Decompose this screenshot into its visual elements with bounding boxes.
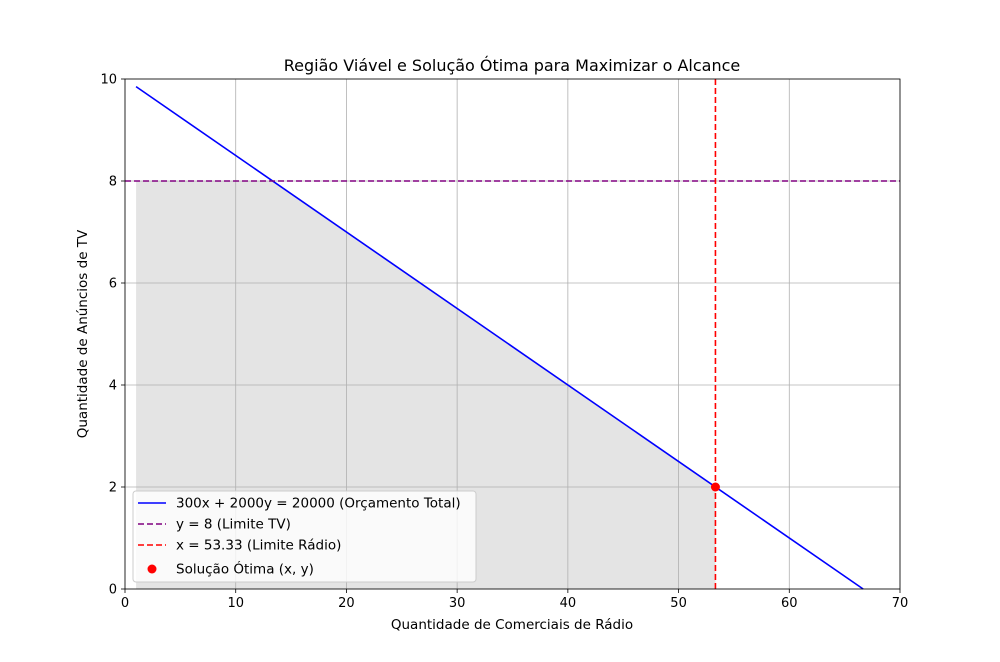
ticks-layer: 0 10 20 30 40 50 60 70 0 2 4 6 8 10 (100, 73, 908, 612)
legend-label: Solução Ótima (x, y) (176, 560, 314, 578)
x-tick-label: 60 (781, 596, 798, 611)
y-tick-label: 8 (109, 175, 117, 190)
legend-label: x = 53.33 (Limite Rádio) (176, 538, 341, 554)
y-tick-label: 10 (100, 73, 117, 88)
y-tick-label: 6 (109, 277, 117, 292)
legend-label: y = 8 (Limite TV) (176, 517, 291, 533)
x-tick-label: 10 (227, 596, 244, 611)
y-tick-label: 2 (109, 481, 117, 496)
legend-box (132, 490, 477, 583)
y-tick-label: 4 (109, 379, 117, 394)
x-tick-label: 30 (449, 596, 466, 611)
axes-frame (124, 78, 901, 590)
x-tick-label: 70 (892, 596, 909, 611)
legend-marker (147, 564, 157, 574)
y-axis-label: Quantidade de Anúncios de TV (75, 229, 91, 438)
budget-line (135, 85, 864, 590)
legend-label: 300x + 2000y = 20000 (Orçamento Total) (176, 496, 461, 512)
chart-title: Região Viável e Solução Ótima para Maxim… (284, 56, 740, 75)
x-tick-label: 20 (338, 596, 355, 611)
optimal-solution-point (710, 482, 720, 492)
x-tick-label: 40 (560, 596, 577, 611)
legend: 300x + 2000y = 20000 (Orçamento Total) y … (132, 490, 477, 583)
x-tick-label: 0 (121, 596, 129, 611)
x-tick-label: 50 (670, 596, 687, 611)
x-axis-label: Quantidade de Comerciais de Rádio (391, 617, 633, 633)
axes-layer (124, 78, 901, 590)
y-tick-label: 0 (109, 583, 117, 598)
series-layer (125, 79, 900, 590)
